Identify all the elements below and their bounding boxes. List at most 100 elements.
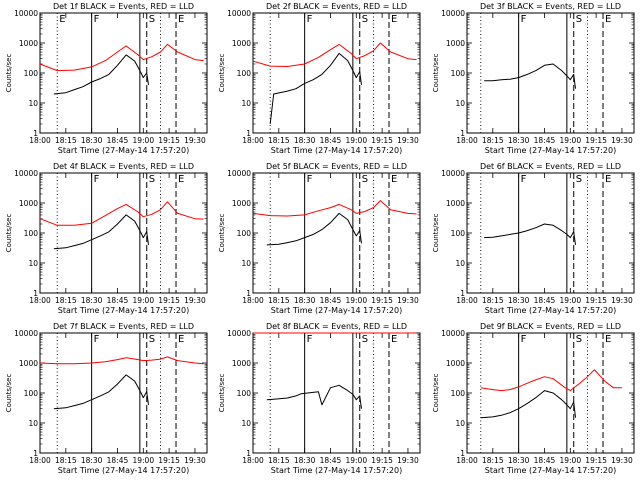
event-marker-label: S xyxy=(576,334,582,345)
events-series-line xyxy=(266,384,362,409)
events-series-line xyxy=(53,374,149,410)
x-tick-label: 18:45 xyxy=(534,296,556,305)
x-tick-label: 18:30 xyxy=(81,456,103,465)
x-tick-label: 19:15 xyxy=(371,136,393,145)
x-tick-label: 19:15 xyxy=(585,456,607,465)
x-tick-label: 18:15 xyxy=(482,456,504,465)
y-tick-label: 10 xyxy=(455,259,465,268)
x-tick-label: 18:00 xyxy=(242,296,264,305)
lld-series-line xyxy=(252,200,417,217)
chart-title: Det 1f BLACK = Events, RED = LLD xyxy=(53,2,194,11)
event-marker-label: F xyxy=(94,174,100,185)
x-tick-label: 19:00 xyxy=(559,136,581,145)
y-tick-label: 100 xyxy=(237,229,252,238)
y-tick-label: 10 xyxy=(28,419,38,428)
x-tick-label: 19:00 xyxy=(345,296,367,305)
event-marker-label: E xyxy=(178,174,184,185)
y-tick-label: 100 xyxy=(237,389,252,398)
x-tick-label: 19:30 xyxy=(611,296,633,305)
detector-chart-2: Det 2f BLACK = Events, RED = LLD 1 10 100 10… xyxy=(218,2,421,155)
y-tick-label: 10000 xyxy=(14,9,38,18)
x-tick-label: 19:00 xyxy=(559,456,581,465)
event-marker-label: E xyxy=(391,14,397,25)
detector-chart-8: Det 8f BLACK = Events, RED = LLD 1 10 100 10… xyxy=(218,322,421,475)
x-tick-label: 18:00 xyxy=(29,456,51,465)
x-tick-label: 18:00 xyxy=(242,136,264,145)
x-axis-label: Start Time (27-May-14 17:57:20) xyxy=(271,306,402,315)
plot-frame xyxy=(466,172,635,294)
y-axis-label: Counts/sec xyxy=(218,214,226,253)
x-tick-label: 19:15 xyxy=(585,296,607,305)
y-tick-label: 10000 xyxy=(441,169,465,178)
y-tick-label: 10000 xyxy=(227,169,251,178)
y-tick-label: 10 xyxy=(241,99,251,108)
event-marker-label: F xyxy=(307,174,313,185)
event-marker-label: S xyxy=(576,14,582,25)
event-marker-label: S xyxy=(362,174,368,185)
x-axis-label: Start Time (27-May-14 17:57:20) xyxy=(485,466,616,475)
y-tick-label: 100 xyxy=(451,389,466,398)
y-tick-label: 10000 xyxy=(227,9,251,18)
x-tick-label: 18:15 xyxy=(55,296,77,305)
events-series-line xyxy=(484,63,576,89)
event-marker-label: F xyxy=(521,14,527,25)
y-tick-label: 1000 xyxy=(19,359,38,368)
y-tick-label: 10 xyxy=(28,99,38,108)
x-tick-label: 18:15 xyxy=(268,136,290,145)
event-marker-label: S xyxy=(362,334,368,345)
y-tick-label: 100 xyxy=(24,229,39,238)
y-tick-label: 10000 xyxy=(441,9,465,18)
plot-frame xyxy=(252,172,421,294)
y-axis-label: Counts/sec xyxy=(5,374,13,413)
plot-frame xyxy=(39,12,208,134)
events-series-line xyxy=(484,223,576,245)
event-marker-label: S xyxy=(362,14,368,25)
x-tick-label: 18:45 xyxy=(320,296,342,305)
chart-title: Det 5f BLACK = Events, RED = LLD xyxy=(266,162,407,171)
detector-chart-1: Det 1f BLACK = Events, RED = LLD 1 10 100 10… xyxy=(5,2,208,155)
y-tick-label: 10 xyxy=(455,419,465,428)
x-axis-label: Start Time (27-May-14 17:57:20) xyxy=(58,466,189,475)
chart-title: Det 8f BLACK = Events, RED = LLD xyxy=(266,322,407,331)
y-tick-label: 1000 xyxy=(232,39,251,48)
y-tick-label: 10 xyxy=(455,99,465,108)
event-marker-label: F xyxy=(94,334,100,345)
x-tick-label: 19:00 xyxy=(345,136,367,145)
detector-chart-9: Det 9f BLACK = Events, RED = LLD 1 10 100 10… xyxy=(432,322,635,475)
y-tick-label: 1 xyxy=(33,129,38,138)
x-tick-label: 19:30 xyxy=(611,136,633,145)
event-marker-label: E xyxy=(605,334,611,345)
chart-title: Det 2f BLACK = Events, RED = LLD xyxy=(266,2,407,11)
x-axis-label: Start Time (27-May-14 17:57:20) xyxy=(58,306,189,315)
events-series-line xyxy=(53,214,149,250)
y-tick-label: 1 xyxy=(246,129,251,138)
event-marker-label: E xyxy=(59,14,65,25)
x-tick-label: 19:15 xyxy=(371,296,393,305)
x-tick-label: 18:30 xyxy=(508,456,530,465)
x-tick-label: 18:00 xyxy=(29,296,51,305)
x-axis-label: Start Time (27-May-14 17:57:20) xyxy=(485,306,616,315)
event-marker-label: E xyxy=(178,334,184,345)
plot-frame xyxy=(252,332,421,454)
plot-frame xyxy=(466,332,635,454)
plot-frame xyxy=(39,332,208,454)
y-tick-label: 1 xyxy=(33,449,38,458)
x-tick-label: 19:15 xyxy=(585,136,607,145)
y-tick-label: 10 xyxy=(28,259,38,268)
y-tick-label: 1000 xyxy=(446,359,465,368)
chart-title: Det 4f BLACK = Events, RED = LLD xyxy=(53,162,194,171)
y-tick-label: 1000 xyxy=(446,39,465,48)
event-marker-label: F xyxy=(521,334,527,345)
x-tick-label: 18:30 xyxy=(294,456,316,465)
y-tick-label: 1000 xyxy=(232,199,251,208)
x-tick-label: 19:30 xyxy=(397,136,419,145)
y-axis-label: Counts/sec xyxy=(218,374,226,413)
x-axis-label: Start Time (27-May-14 17:57:20) xyxy=(271,466,402,475)
y-tick-label: 100 xyxy=(451,69,466,78)
y-tick-label: 10000 xyxy=(14,169,38,178)
x-tick-label: 18:45 xyxy=(107,296,129,305)
x-tick-label: 18:45 xyxy=(534,456,556,465)
y-tick-label: 100 xyxy=(24,389,39,398)
detector-chart-6: Det 6f BLACK = Events, RED = LLD 1 10 100 10… xyxy=(432,162,635,315)
x-tick-label: 19:00 xyxy=(559,296,581,305)
